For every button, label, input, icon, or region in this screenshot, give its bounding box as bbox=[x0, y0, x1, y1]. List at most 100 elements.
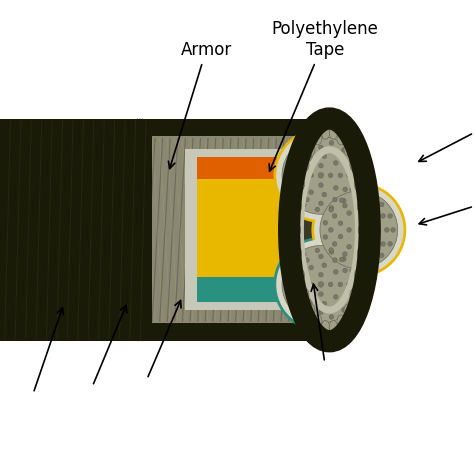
Ellipse shape bbox=[323, 220, 328, 225]
Ellipse shape bbox=[131, 118, 143, 341]
Ellipse shape bbox=[300, 275, 305, 280]
Ellipse shape bbox=[294, 159, 299, 164]
Ellipse shape bbox=[350, 296, 355, 301]
Ellipse shape bbox=[321, 320, 330, 334]
Ellipse shape bbox=[313, 315, 322, 328]
Ellipse shape bbox=[356, 237, 361, 242]
Ellipse shape bbox=[291, 173, 295, 178]
Ellipse shape bbox=[304, 149, 309, 154]
Ellipse shape bbox=[323, 235, 328, 239]
Ellipse shape bbox=[273, 237, 368, 332]
Ellipse shape bbox=[337, 315, 346, 328]
Ellipse shape bbox=[353, 193, 357, 198]
Ellipse shape bbox=[332, 242, 337, 246]
Ellipse shape bbox=[337, 132, 346, 145]
Polygon shape bbox=[137, 118, 329, 136]
Ellipse shape bbox=[366, 228, 371, 232]
Ellipse shape bbox=[355, 178, 363, 191]
Ellipse shape bbox=[350, 288, 358, 301]
Ellipse shape bbox=[136, 118, 148, 341]
Ellipse shape bbox=[309, 265, 313, 270]
Ellipse shape bbox=[376, 228, 381, 232]
Ellipse shape bbox=[285, 275, 290, 280]
Ellipse shape bbox=[291, 262, 296, 267]
Ellipse shape bbox=[346, 228, 351, 232]
Ellipse shape bbox=[321, 126, 330, 139]
Ellipse shape bbox=[328, 173, 333, 178]
Ellipse shape bbox=[329, 126, 337, 139]
Ellipse shape bbox=[282, 246, 360, 323]
Ellipse shape bbox=[384, 228, 389, 232]
Ellipse shape bbox=[329, 249, 334, 254]
Ellipse shape bbox=[350, 268, 355, 273]
Ellipse shape bbox=[319, 163, 323, 168]
Ellipse shape bbox=[315, 316, 319, 321]
Ellipse shape bbox=[304, 258, 309, 263]
Polygon shape bbox=[137, 324, 329, 341]
Ellipse shape bbox=[350, 159, 355, 164]
Ellipse shape bbox=[285, 289, 290, 294]
Ellipse shape bbox=[319, 272, 323, 277]
Ellipse shape bbox=[341, 199, 346, 203]
Ellipse shape bbox=[356, 218, 361, 223]
Ellipse shape bbox=[346, 210, 351, 215]
Ellipse shape bbox=[333, 306, 337, 311]
Ellipse shape bbox=[328, 228, 333, 232]
Ellipse shape bbox=[329, 208, 334, 212]
Ellipse shape bbox=[353, 282, 357, 287]
Ellipse shape bbox=[289, 118, 370, 341]
Ellipse shape bbox=[341, 256, 346, 261]
Ellipse shape bbox=[371, 215, 376, 220]
Ellipse shape bbox=[357, 246, 366, 260]
Ellipse shape bbox=[381, 242, 385, 246]
Ellipse shape bbox=[285, 166, 290, 171]
Ellipse shape bbox=[329, 320, 337, 334]
Ellipse shape bbox=[353, 262, 357, 266]
Ellipse shape bbox=[381, 213, 385, 218]
Ellipse shape bbox=[391, 228, 395, 232]
Ellipse shape bbox=[342, 252, 347, 256]
Ellipse shape bbox=[333, 197, 337, 202]
Ellipse shape bbox=[300, 180, 305, 184]
Ellipse shape bbox=[329, 140, 334, 145]
Polygon shape bbox=[197, 157, 329, 179]
Polygon shape bbox=[142, 137, 329, 323]
Ellipse shape bbox=[379, 202, 384, 207]
Ellipse shape bbox=[309, 173, 313, 178]
Ellipse shape bbox=[296, 269, 304, 282]
Ellipse shape bbox=[319, 201, 323, 206]
Polygon shape bbox=[0, 118, 329, 341]
Ellipse shape bbox=[306, 304, 315, 317]
Ellipse shape bbox=[311, 182, 406, 277]
Ellipse shape bbox=[338, 221, 343, 226]
Ellipse shape bbox=[328, 282, 333, 287]
Ellipse shape bbox=[291, 193, 296, 198]
Polygon shape bbox=[185, 149, 329, 310]
Ellipse shape bbox=[342, 203, 347, 208]
Ellipse shape bbox=[315, 207, 319, 212]
Ellipse shape bbox=[360, 246, 365, 251]
Ellipse shape bbox=[322, 192, 327, 197]
Ellipse shape bbox=[388, 214, 392, 219]
Ellipse shape bbox=[356, 200, 361, 204]
Ellipse shape bbox=[346, 245, 351, 249]
Ellipse shape bbox=[318, 173, 324, 178]
Ellipse shape bbox=[301, 253, 306, 257]
Ellipse shape bbox=[309, 299, 313, 304]
Ellipse shape bbox=[322, 301, 327, 306]
Polygon shape bbox=[0, 118, 152, 341]
Ellipse shape bbox=[293, 246, 301, 260]
Ellipse shape bbox=[301, 158, 309, 172]
Ellipse shape bbox=[341, 308, 346, 312]
Ellipse shape bbox=[346, 282, 351, 287]
Ellipse shape bbox=[300, 289, 305, 293]
Ellipse shape bbox=[276, 240, 365, 329]
Ellipse shape bbox=[332, 213, 337, 218]
Ellipse shape bbox=[285, 180, 290, 185]
Ellipse shape bbox=[304, 197, 309, 202]
Ellipse shape bbox=[301, 144, 306, 148]
Ellipse shape bbox=[333, 161, 338, 165]
Ellipse shape bbox=[314, 185, 403, 274]
Ellipse shape bbox=[293, 200, 301, 213]
Ellipse shape bbox=[273, 128, 368, 223]
